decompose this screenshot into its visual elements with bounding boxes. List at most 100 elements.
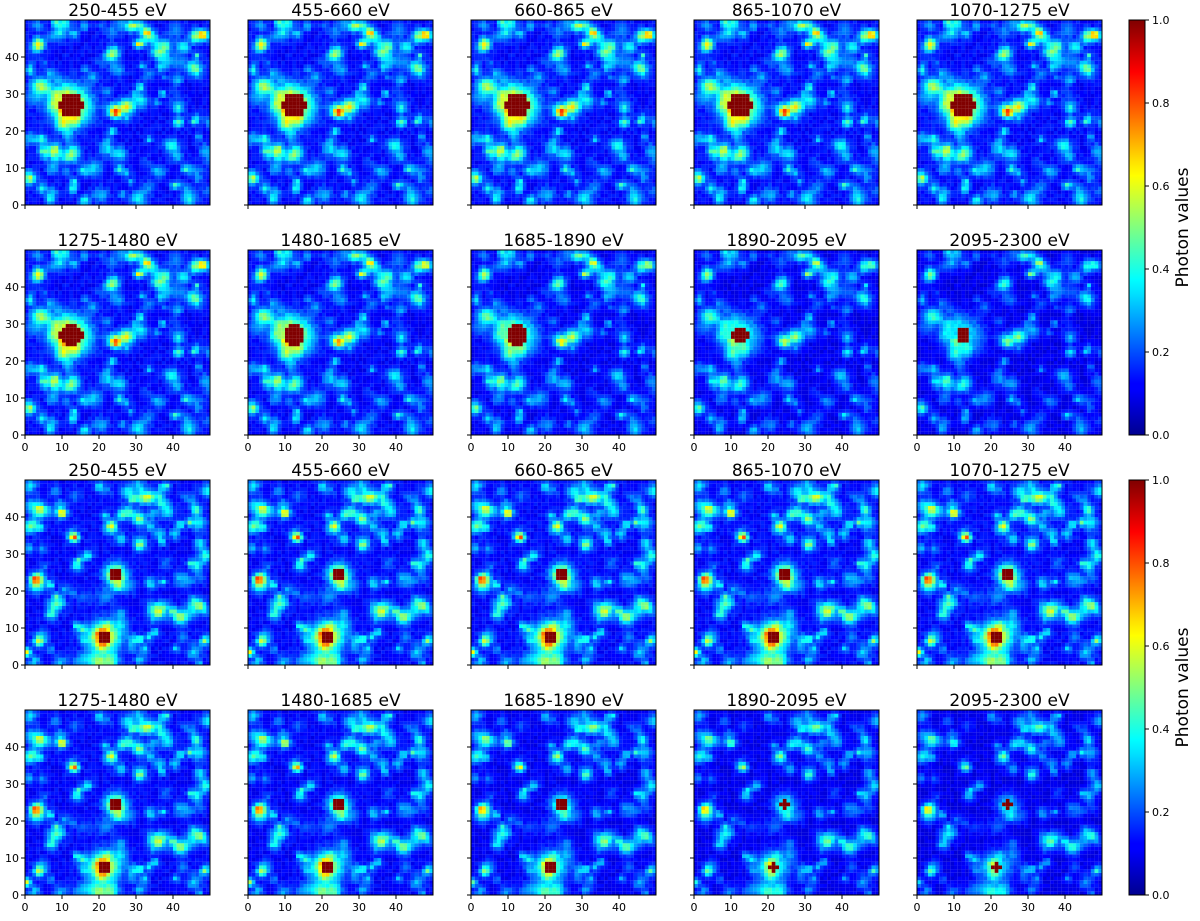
- heatmap-cell: [158, 161, 162, 165]
- heatmap-cell: [407, 116, 411, 120]
- heatmap-cell: [304, 175, 308, 179]
- heatmap-cell: [73, 39, 77, 43]
- heatmap-cell: [195, 161, 199, 165]
- heatmap-cell: [326, 142, 330, 146]
- heatmap-cell: [400, 94, 404, 98]
- heatmap-cell: [429, 150, 433, 154]
- heatmap-cell: [374, 64, 378, 68]
- heatmap-cell: [192, 90, 196, 94]
- heatmap-cell: [318, 64, 322, 68]
- heatmap-cell: [426, 53, 430, 57]
- heatmap-cell: [341, 113, 345, 117]
- heatmap-cell: [206, 101, 210, 105]
- heatmap-cell: [304, 72, 308, 76]
- heatmap-cell: [411, 164, 415, 168]
- heatmap-cell: [381, 194, 385, 198]
- heatmap-cell: [184, 168, 188, 172]
- heatmap-cell: [389, 131, 393, 135]
- heatmap-cell: [326, 101, 330, 105]
- heatmap-cell: [147, 42, 151, 46]
- heatmap-cell: [44, 31, 48, 35]
- heatmap-cell: [355, 87, 359, 91]
- heatmap-cell: [259, 135, 263, 139]
- heatmap-cell: [322, 146, 326, 150]
- heatmap-cell: [29, 194, 33, 198]
- heatmap-cell: [51, 42, 55, 46]
- heatmap-cell: [329, 64, 333, 68]
- heatmap-cell: [370, 150, 374, 154]
- heatmap-cell: [151, 98, 155, 102]
- heatmap-cell: [88, 135, 92, 139]
- heatmap-cell: [114, 50, 118, 54]
- heatmap-cell: [300, 124, 304, 128]
- heatmap-cell: [300, 194, 304, 198]
- heatmap-cell: [263, 172, 267, 176]
- heatmap-cell: [36, 83, 40, 87]
- heatmap-cell: [88, 79, 92, 83]
- heatmap-cell: [289, 109, 293, 113]
- heatmap-cell: [162, 61, 166, 65]
- heatmap-cell: [296, 87, 300, 91]
- heatmap-cell: [252, 157, 256, 161]
- heatmap-cell: [66, 138, 70, 142]
- heatmap-cell: [203, 53, 207, 57]
- heatmap-cell: [322, 161, 326, 165]
- heatmap-cell: [95, 124, 99, 128]
- heatmap-cell: [304, 87, 308, 91]
- heatmap-cell: [366, 194, 370, 198]
- heatmap-cell: [348, 161, 352, 165]
- heatmap-cell: [278, 50, 282, 54]
- heatmap-cell: [296, 153, 300, 157]
- heatmap-cell: [270, 194, 274, 198]
- heatmap-cell: [25, 57, 29, 61]
- heatmap-cell: [114, 183, 118, 187]
- heatmap-cell: [292, 172, 296, 176]
- heatmap-cell: [51, 142, 55, 146]
- heatmap-cell: [32, 116, 36, 120]
- heatmap-cell: [180, 161, 184, 165]
- heatmap-cell: [363, 61, 367, 65]
- heatmap-cell: [374, 201, 378, 205]
- heatmap-cell: [348, 168, 352, 172]
- heatmap-cell: [415, 109, 419, 113]
- heatmap-cell: [199, 172, 203, 176]
- heatmap-cell: [359, 76, 363, 80]
- heatmap-cell: [278, 113, 282, 117]
- heatmap-cell: [166, 42, 170, 46]
- heatmap-cell: [36, 105, 40, 109]
- heatmap-cell: [311, 64, 315, 68]
- heatmap-cell: [103, 175, 107, 179]
- heatmap-cell: [407, 142, 411, 146]
- heatmap-cell: [267, 146, 271, 150]
- heatmap-cell: [344, 105, 348, 109]
- heatmap-cell: [400, 172, 404, 176]
- heatmap-cell: [203, 187, 207, 191]
- heatmap-cell: [51, 187, 55, 191]
- heatmap-cell: [407, 76, 411, 80]
- heatmap-cell: [366, 187, 370, 191]
- heatmap-cell: [92, 46, 96, 50]
- heatmap-cell: [195, 50, 199, 54]
- heatmap-cell: [95, 57, 99, 61]
- heatmap-cell: [125, 76, 129, 80]
- heatmap-cell: [36, 198, 40, 202]
- heatmap-cell: [40, 109, 44, 113]
- heatmap-cell: [77, 39, 81, 43]
- heatmap-cell: [51, 83, 55, 87]
- heatmap-cell: [300, 64, 304, 68]
- heatmap-cell: [118, 198, 122, 202]
- heatmap-cell: [318, 87, 322, 91]
- heatmap-cell: [355, 124, 359, 128]
- heatmap-cell: [143, 50, 147, 54]
- heatmap-cell: [73, 127, 77, 131]
- heatmap-cell: [355, 109, 359, 113]
- heatmap-cell: [110, 179, 114, 183]
- heatmap-cell: [136, 42, 140, 46]
- heatmap-cell: [359, 90, 363, 94]
- heatmap-cell: [192, 194, 196, 198]
- heatmap-cell: [66, 168, 70, 172]
- heatmap-cell: [147, 120, 151, 124]
- heatmap-cell: [326, 53, 330, 57]
- heatmap-cell: [341, 90, 345, 94]
- heatmap-cell: [99, 131, 103, 135]
